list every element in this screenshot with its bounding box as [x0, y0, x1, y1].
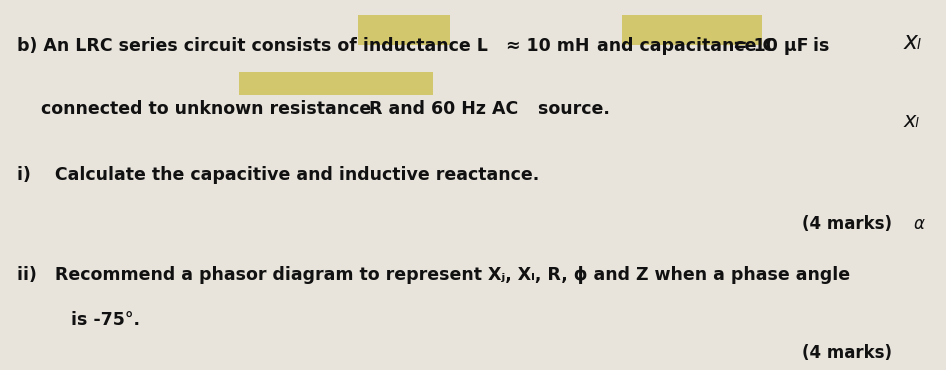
Text: xₗ: xₗ [903, 30, 921, 54]
Text: = 10 μF: = 10 μF [733, 37, 809, 55]
Text: b) An LRC series circuit consists of inductance L: b) An LRC series circuit consists of ind… [17, 37, 488, 55]
FancyBboxPatch shape [239, 72, 433, 95]
Text: is -75°.: is -75°. [71, 311, 140, 329]
Text: connected to unknown resistance: connected to unknown resistance [17, 100, 377, 118]
Text: R and 60 Hz AC: R and 60 Hz AC [369, 100, 518, 118]
Text: i)    Calculate the capacitive and inductive reactance.: i) Calculate the capacitive and inductiv… [17, 166, 539, 185]
Text: is: is [807, 37, 830, 55]
Text: (4 marks): (4 marks) [802, 344, 892, 362]
FancyBboxPatch shape [622, 16, 762, 45]
FancyBboxPatch shape [358, 16, 450, 45]
Text: source.: source. [532, 100, 609, 118]
Text: xₗ: xₗ [903, 111, 920, 131]
Text: ii)   Recommend a phasor diagram to represent Xⱼ, Xₗ, R, ϕ and Z when a phase an: ii) Recommend a phasor diagram to repres… [17, 266, 850, 285]
Text: ≈ 10 mH: ≈ 10 mH [506, 37, 589, 55]
Text: α: α [914, 215, 925, 233]
Text: (4 marks): (4 marks) [802, 215, 892, 233]
Text: and capacitance C: and capacitance C [591, 37, 776, 55]
